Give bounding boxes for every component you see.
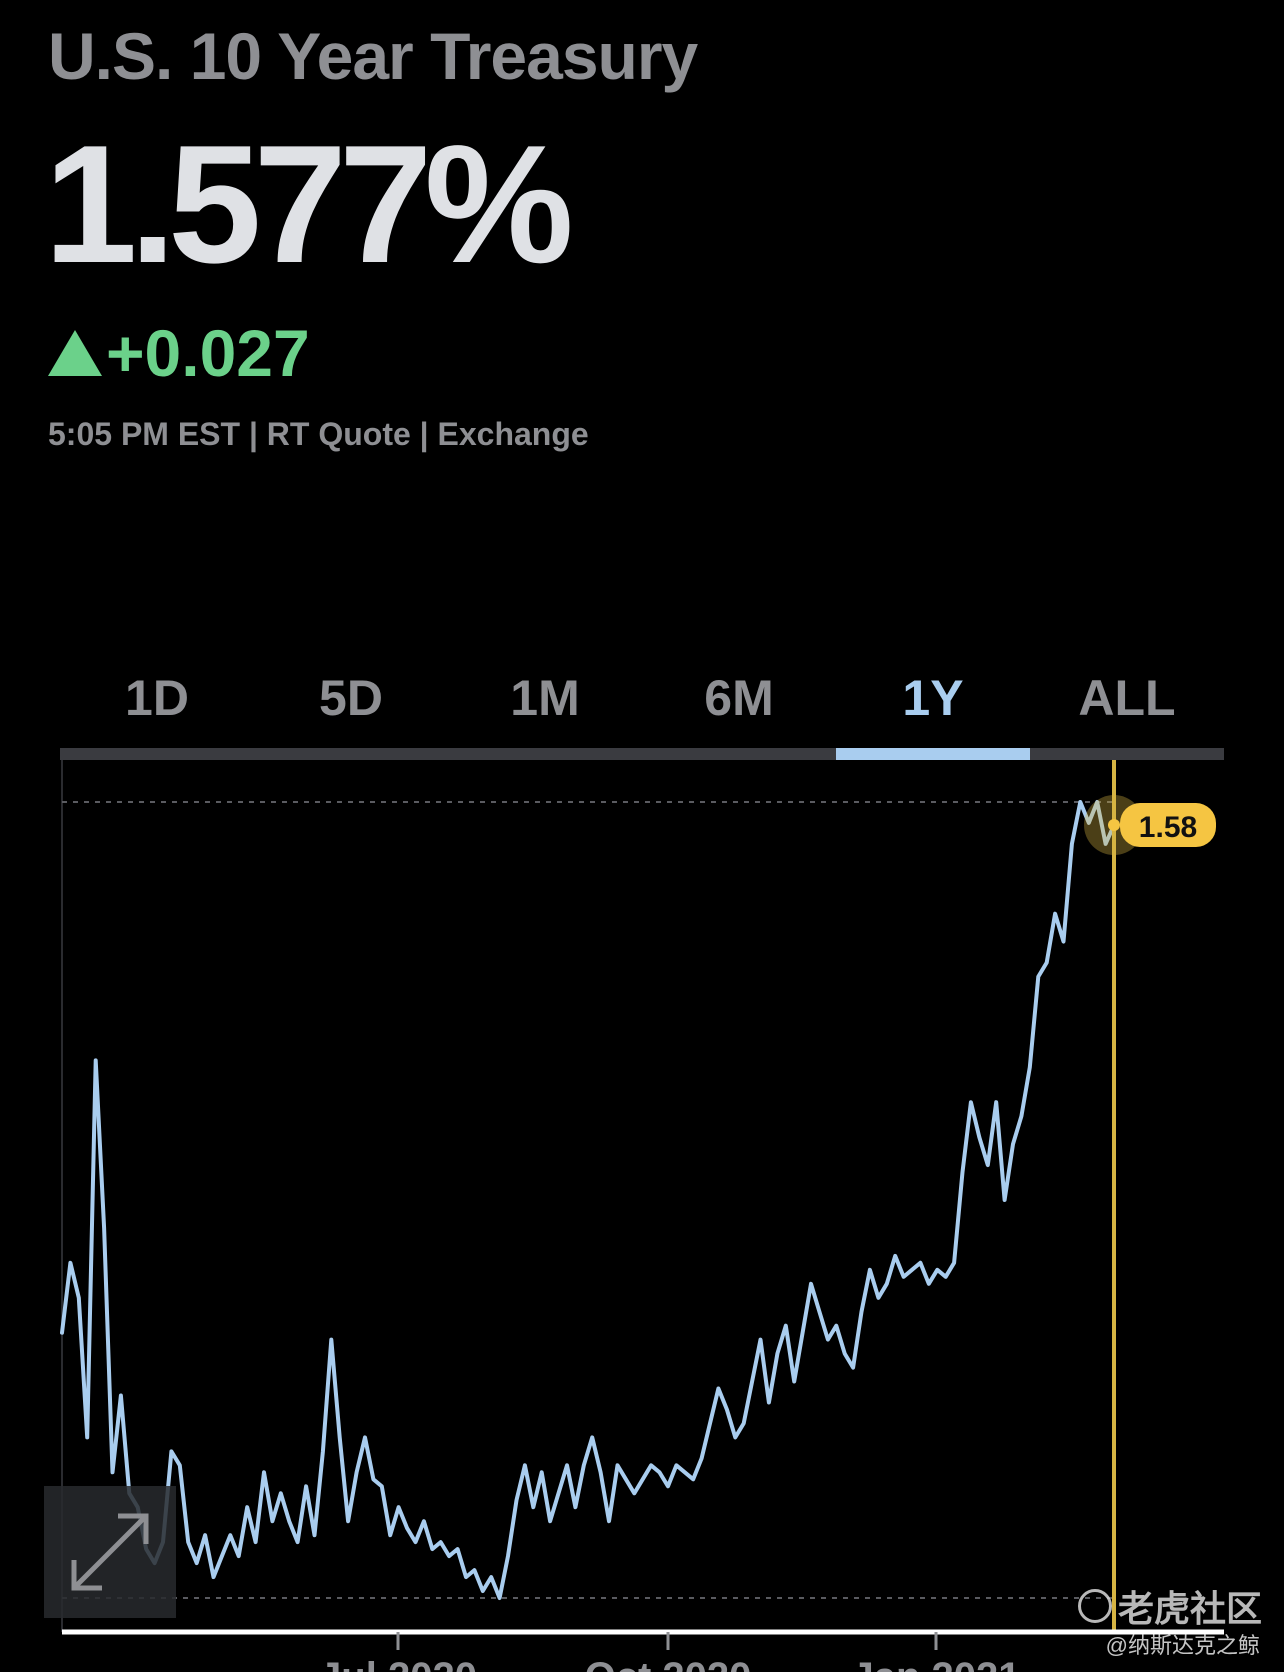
tab-1d[interactable]: 1D xyxy=(125,670,189,726)
price-change: +0.027 xyxy=(48,316,310,390)
price-change-value: +0.027 xyxy=(106,316,310,390)
price-chart[interactable]: 1.58 Jul 2020 Oct 2020 Jan 2021 xyxy=(0,760,1284,1672)
tab-5d[interactable]: 5D xyxy=(319,670,383,726)
watermark-brand-text: 老虎社区 xyxy=(1117,1588,1262,1629)
tiger-logo-icon xyxy=(1077,1589,1112,1623)
page-title: U.S. 10 Year Treasury xyxy=(48,19,698,93)
series-line xyxy=(60,800,1116,1600)
up-triangle-icon xyxy=(48,330,102,376)
watermark-brand: 老虎社区 xyxy=(1077,1580,1262,1632)
current-yield: 1.577% xyxy=(44,110,574,298)
chart-svg: 1.58 Jul 2020 Oct 2020 Jan 2021 xyxy=(60,760,1224,1672)
expand-chart-button[interactable] xyxy=(44,1486,176,1618)
x-tick-label: Jul 2020 xyxy=(319,1655,477,1672)
quote-timestamp: 5:05 PM EST | RT Quote | Exchange xyxy=(48,416,589,452)
value-badge xyxy=(1120,803,1216,848)
x-tick-label: Oct 2020 xyxy=(585,1655,752,1672)
tab-1m[interactable]: 1M xyxy=(510,670,580,726)
expand-diagonal-icon xyxy=(71,1513,149,1591)
tab-track xyxy=(60,748,1224,760)
value-badge-label: 1.58 xyxy=(1139,811,1197,844)
tab-1y[interactable]: 1Y xyxy=(902,670,964,726)
tab-6m[interactable]: 6M xyxy=(704,670,774,726)
watermark-handle: @纳斯达克之鲸 xyxy=(1105,1633,1260,1658)
tab-all[interactable]: ALL xyxy=(1078,670,1176,726)
x-tick-label: Jan 2021 xyxy=(851,1655,1020,1672)
active-tab-indicator xyxy=(836,748,1030,760)
crosshair-dot xyxy=(1108,819,1120,832)
range-tabs: 1D 5D 1M 6M 1Y ALL xyxy=(60,664,1224,748)
